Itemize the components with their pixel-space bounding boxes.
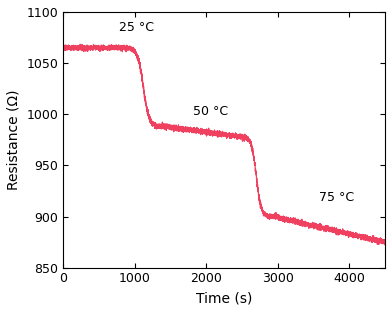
Y-axis label: Resistance (Ω): Resistance (Ω) [7,90,21,190]
X-axis label: Time (s): Time (s) [196,291,252,305]
Text: 50 °C: 50 °C [193,105,229,118]
Text: 75 °C: 75 °C [319,191,354,204]
Text: 25 °C: 25 °C [119,22,154,34]
